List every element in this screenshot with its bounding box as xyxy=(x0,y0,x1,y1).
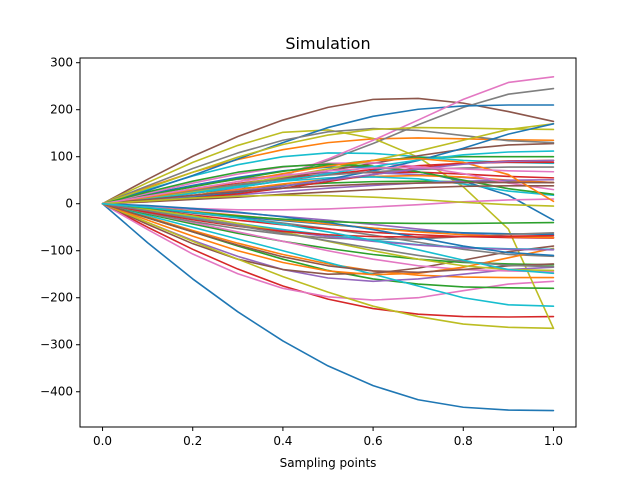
series-line-12 xyxy=(101,202,555,279)
plot-frame xyxy=(79,57,577,428)
x-tick-label: 0.2 xyxy=(183,434,202,448)
series-line-39 xyxy=(101,123,555,205)
series-line-19 xyxy=(101,202,555,330)
series-line-57 xyxy=(101,166,555,205)
series-line-59 xyxy=(101,194,555,207)
series-line-33 xyxy=(101,155,555,205)
series-line-4 xyxy=(101,202,555,318)
y-tick-label: −200 xyxy=(40,291,73,305)
series-layer xyxy=(101,76,555,412)
y-tick-label: 300 xyxy=(50,56,73,70)
series-line-54 xyxy=(101,202,555,238)
series-line-16 xyxy=(101,202,555,276)
series-line-7 xyxy=(101,202,555,301)
series-line-51 xyxy=(101,202,555,257)
series-line-20 xyxy=(101,202,555,307)
axes: 0.0 0.2 0.4 0.6 0.8 1.0 300 200 100 0 −100 −200 −300… xyxy=(40,56,563,448)
series-line-37 xyxy=(101,162,555,205)
chart-title: Simulation xyxy=(285,34,370,53)
y-tick-label: −100 xyxy=(40,244,73,258)
series-line-36 xyxy=(101,202,555,274)
x-tick-label: 0.4 xyxy=(273,434,292,448)
x-axis-label: Sampling points xyxy=(280,456,377,470)
y-tick-label: 200 xyxy=(50,103,73,117)
y-tick-label: −400 xyxy=(40,385,73,399)
x-tick-label: 0.8 xyxy=(454,434,473,448)
series-line-11 xyxy=(101,104,555,205)
series-line-60 xyxy=(101,202,555,275)
y-tick-label: 0 xyxy=(65,197,73,211)
x-tick-label: 0.6 xyxy=(364,434,383,448)
x-tick-label: 0.0 xyxy=(93,434,112,448)
series-line-56 xyxy=(101,181,555,205)
series-line-29 xyxy=(101,126,555,205)
y-tick-label: −300 xyxy=(40,338,73,352)
series-line-50 xyxy=(101,150,555,205)
series-line-1 xyxy=(101,202,555,412)
series-line-46 xyxy=(101,185,555,205)
x-tick-label: 1.0 xyxy=(544,434,563,448)
series-line-52 xyxy=(101,157,555,205)
y-tick-label: 100 xyxy=(50,150,73,164)
